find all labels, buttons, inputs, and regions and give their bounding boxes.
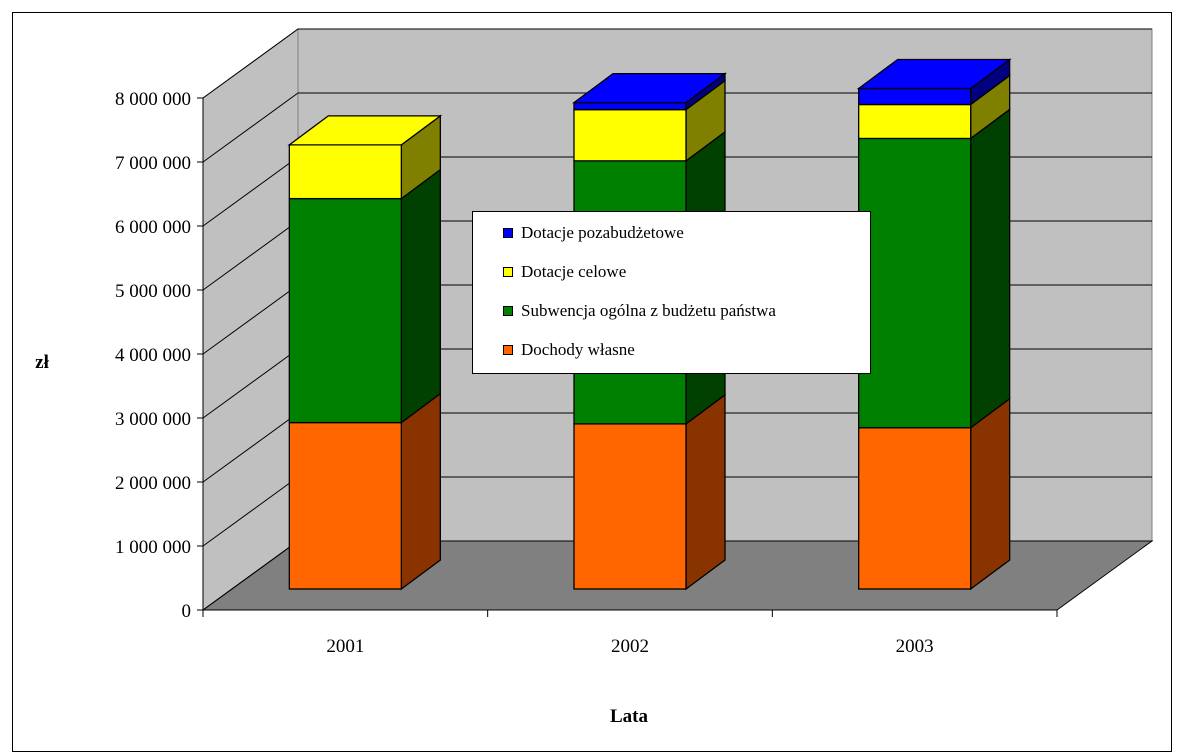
legend-swatch [503,228,513,238]
bar-segment [858,103,972,140]
y-tick-label: 6 000 000 [115,217,191,238]
y-tick-label: 1 000 000 [115,537,191,558]
bar-segment [288,421,402,590]
bar-top [856,58,1012,90]
bar-segment [858,87,972,106]
gridline [202,28,1152,99]
y-tick-label: 2 000 000 [115,473,191,494]
bar-segment [858,427,972,590]
bar-segment [288,197,402,424]
x-tick-label: 2003 [896,636,934,657]
bar-side [400,168,441,424]
legend-label: Subwencja ogólna z budżetu państwa [521,301,776,320]
y-tick-label: 8 000 000 [115,89,191,110]
legend-swatch [503,306,513,316]
chart-legend: Dotacje pozabudżetowe Dotacje celowe Subwe… [472,211,871,374]
y-tick-label: 4 000 000 [115,345,191,366]
x-axis-title: Lata [610,706,649,727]
legend-swatch [503,267,513,277]
legend-item: Dochody własne [503,339,635,361]
bar-top [572,72,727,104]
bar-segment [573,423,687,590]
bar-segment [858,137,972,429]
x-tick-label: 2001 [326,636,364,657]
bar-side [400,392,441,591]
x-tick-label: 2002 [611,636,649,657]
legend-label: Dotacje pozabudżetowe [521,223,684,242]
bar-top [287,115,443,146]
y-tick-label: 5 000 000 [115,281,191,302]
y-tick-label: 3 000 000 [115,409,191,430]
bar-segment [573,108,687,162]
y-tick-label: 0 [182,601,192,622]
legend-label: Dotacje celowe [521,262,627,281]
bar-side [970,397,1011,591]
bar-segment [573,101,687,111]
legend-label: Dochody własne [521,340,635,359]
legend-item: Dotacje celowe [503,261,626,283]
legend-item: Subwencja ogólna z budżetu państwa [503,300,776,322]
bar-side [970,108,1011,430]
legend-swatch [503,345,513,355]
y-axis-title: zł [35,352,49,373]
bar-segment [288,144,402,200]
legend-item: Dotacje pozabudżetowe [503,222,684,244]
bar-side [685,393,726,591]
y-tick-label: 7 000 000 [115,153,191,174]
